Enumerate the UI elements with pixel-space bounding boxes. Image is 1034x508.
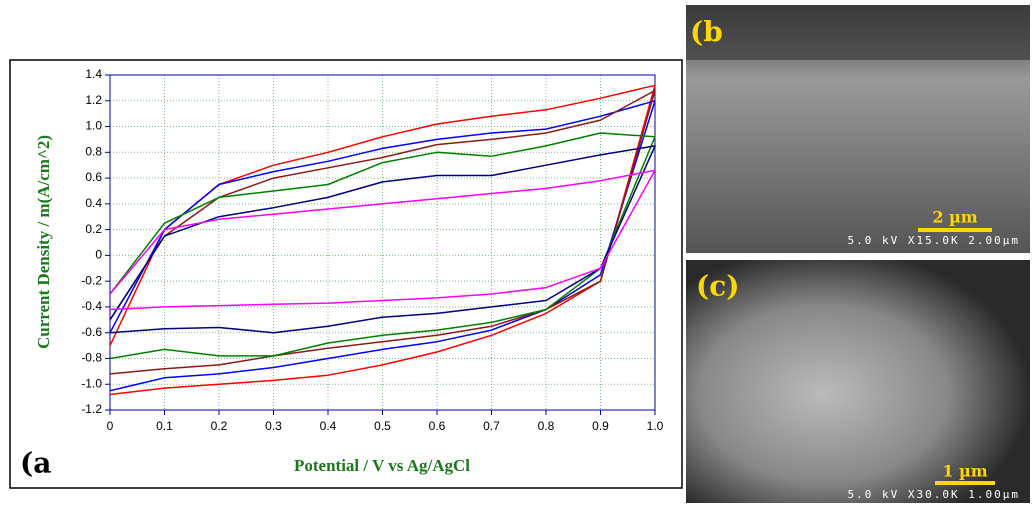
panel-label: (a: [20, 447, 51, 480]
x-tick-label: 0.1: [156, 419, 173, 433]
image: [686, 260, 1030, 503]
y-tick-label: -0.8: [81, 351, 102, 365]
y-tick-label: 1.2: [85, 93, 102, 107]
chart-frame: [9, 59, 683, 489]
x-tick-label: 0.8: [538, 419, 555, 433]
x-tick-label: 0.7: [483, 419, 500, 433]
plot: -1.2 -1.0 -0.8 -0.6 -0.4 -0.2 0 0.2 0.4 0.6 0.8 1.0…: [81, 67, 663, 433]
y-tick-label: -1.2: [81, 402, 102, 416]
y-tick-label: 1.0: [85, 119, 102, 133]
y-axis-label: Current Density / m(A/cm^2): [34, 135, 53, 349]
x-tick-label: 0.6: [429, 419, 446, 433]
scale-bar-label: 2 µm: [932, 208, 977, 227]
sem-image-b: (b 2 µm 5.0 kV X15.0K 2.00µm: [686, 5, 1030, 253]
scale-bar-label: 1 µm: [942, 462, 987, 481]
series-line: [109, 132, 656, 360]
sem-image-c: (c) 1 µm 5.0 kV X30.0K 1.00µm: [686, 260, 1030, 503]
y-tick-label: -1.0: [81, 376, 102, 390]
plot-border: [109, 74, 656, 411]
x-axis-label: Potential / V vs Ag/AgCl: [294, 456, 470, 475]
panel-label: (c): [696, 270, 740, 303]
x-tick-label: 0.9: [592, 419, 609, 433]
image-shade: [686, 5, 1030, 60]
x-tick-label: 1.0: [647, 419, 664, 433]
series-line: [109, 84, 656, 396]
x-tick-label: 0.3: [265, 419, 282, 433]
x-tick-label: 0: [107, 419, 114, 433]
x-tick-label: 0.2: [211, 419, 228, 433]
y-tick-label: 0: [95, 248, 102, 262]
y-tick-label: -0.6: [81, 325, 102, 339]
y-tick-label: 0.2: [85, 222, 102, 236]
panel-label: (b: [690, 16, 723, 49]
series-line: [109, 169, 656, 311]
y-tick-label: -0.4: [81, 299, 102, 313]
x-tick-label: 0.4: [320, 419, 337, 433]
y-tick-label: -0.2: [81, 273, 102, 287]
sem-info: 5.0 kV X30.0K 1.00µm: [848, 488, 1020, 501]
y-tick-label: 0.6: [85, 170, 102, 184]
series-line: [109, 145, 656, 334]
sem-info: 5.0 kV X15.0K 2.00µm: [848, 234, 1020, 247]
x-tick-label: 0.5: [374, 419, 391, 433]
series-line: [109, 89, 656, 375]
y-tick-label: 1.4: [85, 67, 102, 81]
series-line: [109, 100, 656, 392]
y-tick-label: 0.4: [85, 196, 102, 210]
y-tick-label: 0.8: [85, 144, 102, 158]
